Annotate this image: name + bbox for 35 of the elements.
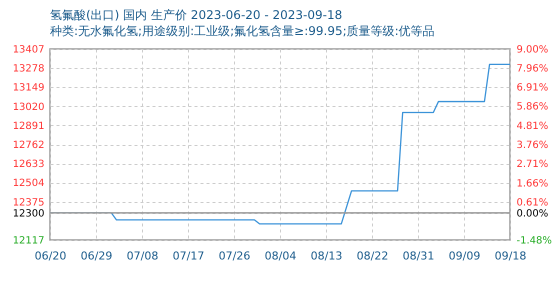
x-tick-label: 08/31 xyxy=(402,250,434,262)
chart-title: 氢氟酸(出口) 国内 生产价 2023-06-20 - 2023-09-18 xyxy=(50,8,342,22)
y-tick-label: 13149 xyxy=(12,82,44,94)
y2-tick-label: 7.96% xyxy=(516,63,548,74)
x-tick-label: 09/18 xyxy=(494,250,526,262)
y2-tick-label: 0.61% xyxy=(516,197,548,208)
y2-tick-label: 4.81% xyxy=(516,120,548,132)
y-tick-label: 13278 xyxy=(12,64,44,75)
y2-tick-label: 0.00% xyxy=(516,208,548,220)
y-tick-label: 12504 xyxy=(12,178,44,190)
y-tick-label: 12633 xyxy=(12,159,44,170)
y-tick-label: 12891 xyxy=(12,120,44,132)
x-tick-label: 07/17 xyxy=(172,250,204,262)
x-tick-label: 08/04 xyxy=(264,250,296,262)
x-tick-label: 08/22 xyxy=(356,250,388,262)
y2-tick-label: 9.00% xyxy=(516,44,548,56)
y2-tick-label: -1.48% xyxy=(516,236,552,246)
x-tick-label: 09/09 xyxy=(448,250,480,262)
y-tick-label: 12762 xyxy=(12,140,44,151)
y2-tick-label: 6.91% xyxy=(516,82,548,94)
y2-tick-label: 2.71% xyxy=(516,159,548,170)
y-tick-label: 12375 xyxy=(12,197,44,208)
y-tick-label: 13407 xyxy=(12,44,44,56)
y2-tick-label: 1.66% xyxy=(516,178,548,190)
x-tick-label: 07/26 xyxy=(218,250,250,262)
chart-subtitle: 种类:无水氟化氢;用途级别:工业级;氟化氢含量≥:99.95;质量等级:优等品 xyxy=(50,24,435,38)
x-tick-label: 06/29 xyxy=(80,250,112,262)
y-tick-label: 13020 xyxy=(12,102,44,113)
y2-tick-label: 5.86% xyxy=(516,102,548,113)
x-tick-label: 08/13 xyxy=(310,250,342,262)
x-tick-label: 06/20 xyxy=(34,250,66,262)
x-tick-label: 07/08 xyxy=(126,250,158,262)
y-tick-label: 12117 xyxy=(12,236,44,246)
y-tick-label: 12300 xyxy=(12,208,44,220)
y2-tick-label: 3.76% xyxy=(516,140,548,151)
